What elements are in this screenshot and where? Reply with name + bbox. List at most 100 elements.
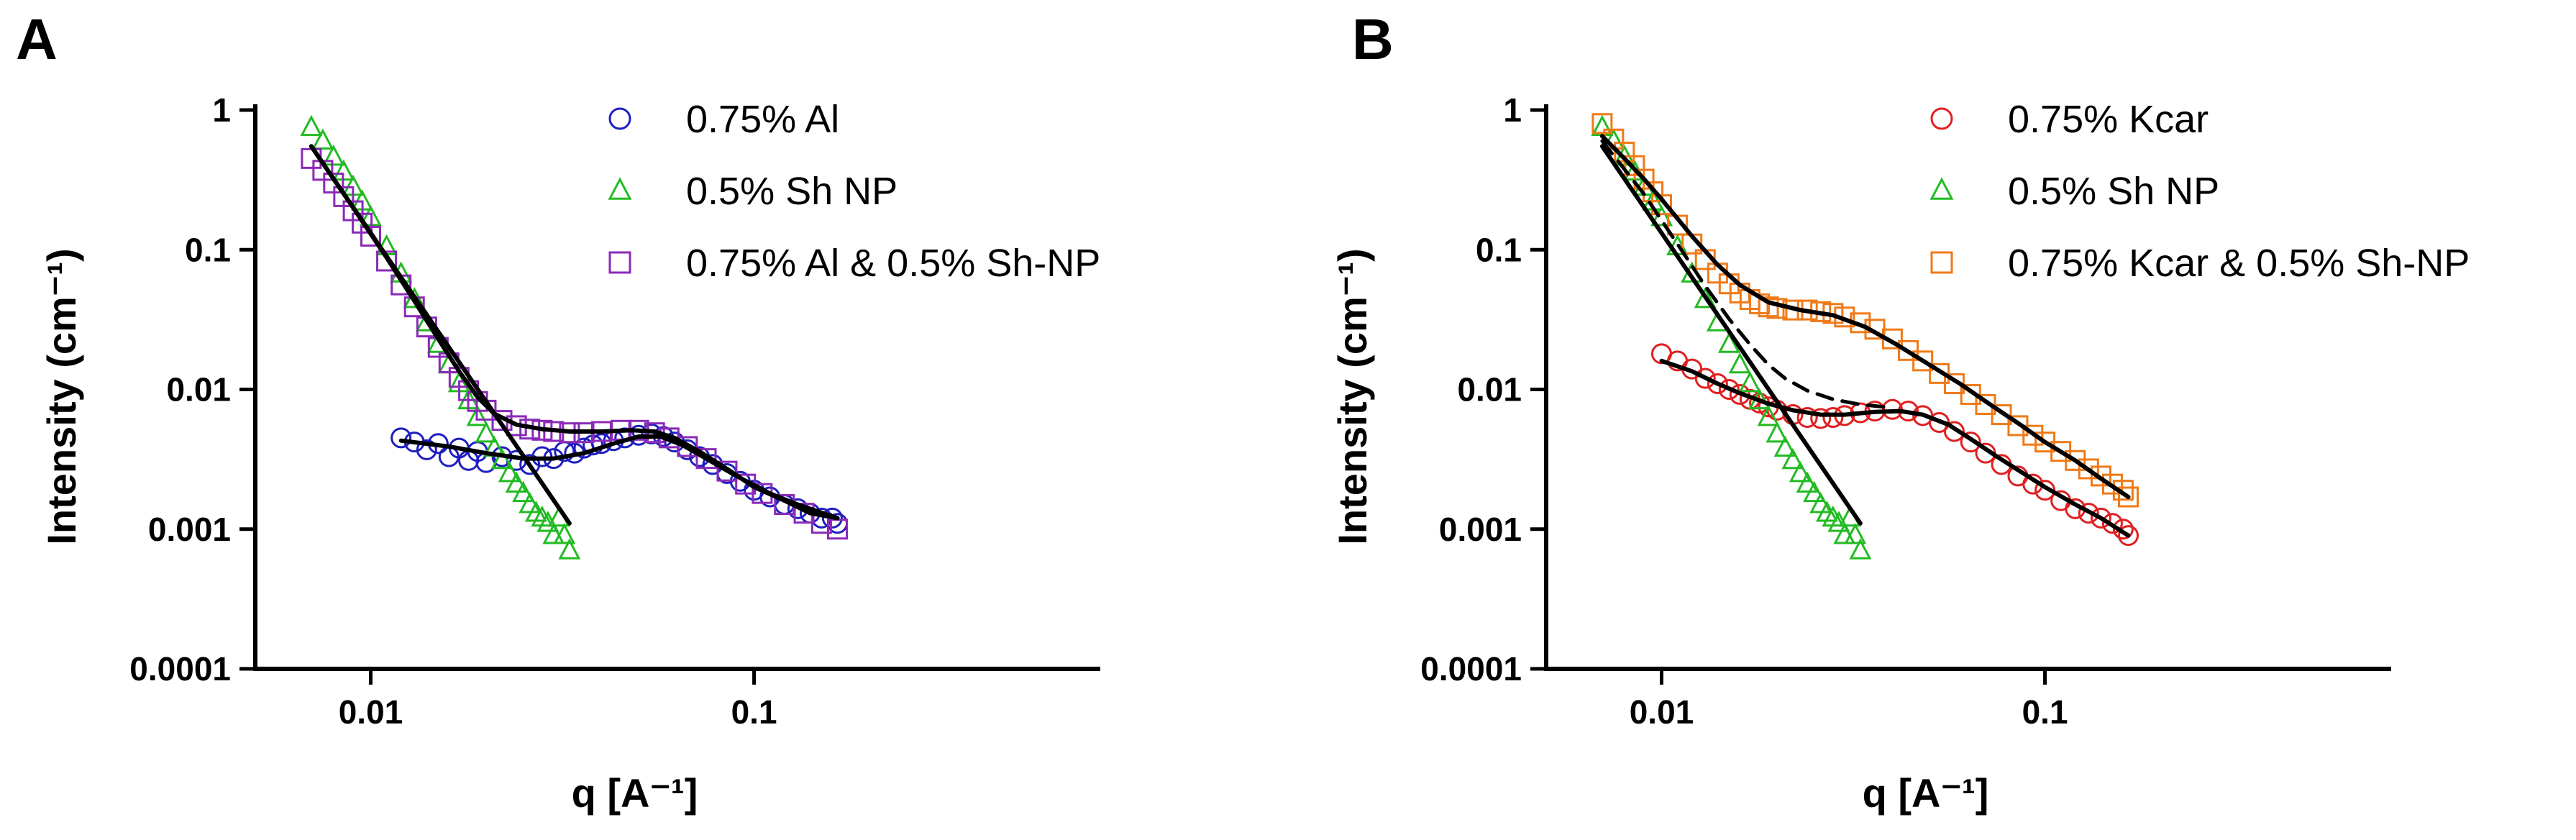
data-point-square — [2101, 473, 2123, 495]
fit-line — [1659, 358, 2131, 538]
y-tick-label-0.01: 0.01 — [1457, 371, 1522, 408]
data-point-square — [677, 436, 698, 457]
fit-line — [1599, 144, 1863, 526]
data-point-circle — [2118, 525, 2139, 547]
legend: 0.75% Al 0.5% Sh NP 0.75% Al & 0.5% Sh-NP — [608, 98, 1100, 285]
data-point-triangle — [558, 538, 581, 560]
fit-line — [309, 144, 840, 521]
data-point-square — [2022, 424, 2044, 446]
y-tick-label-0.0001: 0.0001 — [1420, 650, 1522, 688]
data-point-triangle — [519, 492, 542, 513]
legend-label: 0.5% Sh NP — [686, 170, 898, 213]
data-point-triangle — [1757, 404, 1780, 426]
legend-marker-square — [1930, 251, 1953, 274]
x-axis-title: q [A⁻¹] — [572, 770, 698, 816]
data-point-triangle — [322, 144, 345, 166]
legend-marker-square — [608, 251, 631, 274]
data-point-circle — [2112, 519, 2134, 540]
fit-line — [1599, 134, 2131, 499]
data-point-triangle — [1849, 538, 1872, 560]
data-point-square — [695, 448, 717, 470]
data-point-square — [376, 250, 398, 272]
data-point-triangle — [512, 480, 535, 503]
x-tick-label-0.01: 0.01 — [1630, 693, 1694, 731]
data-point-circle — [821, 507, 843, 529]
data-point-triangle — [300, 114, 323, 137]
y-tick-label-0.001: 0.001 — [1439, 511, 1522, 548]
data-point-triangle — [553, 523, 576, 544]
data-point-circle — [2078, 503, 2099, 524]
data-point-circle — [1694, 368, 1716, 389]
y-axis-title: Intensity (cm⁻¹) — [39, 248, 84, 544]
data-point-triangle — [1773, 435, 1796, 457]
legend-label: 0.5% Sh NP — [2008, 170, 2219, 213]
y-tick-label-0.001: 0.001 — [148, 511, 231, 548]
panel-a: A 1 0.1 0.01 0.001 0.0001 0.01 0.1 q [A⁻¹] Inten… — [16, 7, 1100, 816]
legend-label: 0.75% Al & 0.5% Sh-NP — [686, 242, 1100, 285]
y-tick-label-0.1: 0.1 — [1476, 231, 1522, 268]
x-tick-label-0.1: 0.1 — [2022, 693, 2068, 731]
legend-label: 0.75% Kcar — [2008, 98, 2209, 141]
data-point-triangle — [1728, 352, 1751, 374]
data-point-triangle — [1717, 332, 1740, 353]
data-point-circle — [1943, 421, 1965, 442]
data-point-circle — [1718, 379, 1740, 400]
data-point-circle — [1810, 408, 1832, 429]
data-point-square — [2090, 465, 2111, 487]
data-point-circle — [1707, 373, 1728, 394]
data-point-triangle — [466, 404, 489, 426]
y-tick-label-0.1: 0.1 — [185, 231, 231, 268]
dashed-fit-line — [1600, 139, 1894, 410]
data-point-circle — [2101, 513, 2123, 534]
data-point-square — [2078, 458, 2099, 480]
data-point-triangle — [311, 128, 334, 150]
data-point-circle — [390, 427, 412, 449]
data-point-triangle — [1694, 286, 1717, 309]
legend-marker-circle — [608, 107, 631, 130]
data-point-square — [1912, 350, 1934, 372]
data-point-square — [2112, 480, 2134, 501]
y-tick-label-0.01: 0.01 — [166, 371, 231, 408]
legend-label: 0.75% Al — [686, 98, 839, 141]
legend-label: 0.75% Kcar & 0.5% Sh-NP — [2008, 242, 2470, 285]
panel-letter-a: A — [16, 7, 58, 71]
data-point-circle — [1796, 406, 1818, 428]
data-point-triangle — [1833, 523, 1856, 544]
y-tick-label-1: 1 — [212, 91, 231, 129]
data-point-square — [1591, 113, 1613, 134]
data-point-triangle — [505, 471, 528, 493]
data-point-triangle — [542, 523, 565, 544]
data-point-square — [360, 225, 381, 247]
legend: 0.75% Kcar 0.5% Sh NP 0.75% Kcar & 0.5% Sh… — [1929, 98, 2470, 285]
data-point-triangle — [1766, 421, 1789, 443]
data-point-triangle — [1789, 460, 1812, 483]
data-point-triangle — [498, 460, 521, 483]
x-tick-label-0.01: 0.01 — [339, 693, 403, 731]
data-point-circle — [1822, 406, 1844, 428]
data-point-circle — [1960, 432, 1981, 453]
data-point-triangle — [1796, 471, 1819, 493]
panel-letter-b: B — [1352, 7, 1394, 71]
data-point-square — [1991, 404, 2012, 426]
legend-marker-triangle — [608, 177, 632, 200]
data-point-square — [2118, 486, 2139, 508]
data-point-square — [716, 460, 738, 482]
y-axis-title: Intensity (cm⁻¹) — [1330, 248, 1375, 544]
panel-b: B 1 0.1 0.01 0.001 0.0001 0.01 0.1 q [A⁻¹] Inten… — [1330, 7, 2470, 816]
data-point-triangle — [1738, 370, 1761, 393]
data-point-triangle — [1809, 492, 1832, 513]
x-tick-label-0.1: 0.1 — [731, 693, 777, 731]
data-point-triangle — [1844, 523, 1867, 544]
legend-marker-circle — [1930, 107, 1953, 130]
data-point-circle — [416, 439, 437, 460]
data-point-triangle — [1781, 447, 1804, 470]
data-point-triangle — [475, 421, 498, 443]
data-point-triangle — [1803, 480, 1826, 503]
data-point-circle — [2090, 507, 2111, 529]
legend-marker-triangle — [1929, 177, 1954, 200]
data-point-triangle — [490, 447, 513, 470]
y-tick-label-0.0001: 0.0001 — [129, 650, 231, 688]
series-circle-group — [1650, 343, 2139, 547]
x-axis-title: q [A⁻¹] — [1863, 770, 1989, 816]
